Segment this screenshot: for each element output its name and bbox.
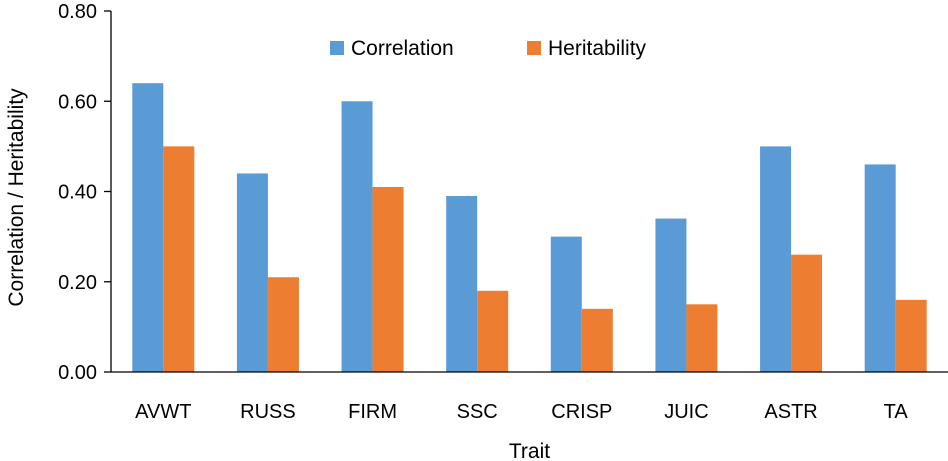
bar-correlation-ssc <box>446 196 478 372</box>
bar-heritability-ssc <box>477 290 509 372</box>
x-tick-label: AVWT <box>135 401 191 423</box>
bar-heritability-russ <box>267 277 299 372</box>
legend-swatch-correlation <box>330 41 344 55</box>
y-tick-label: 0.20 <box>58 272 97 294</box>
x-tick-label: ASTR <box>764 401 817 423</box>
bar-correlation-avwt <box>132 83 164 372</box>
y-tick-label: 0.40 <box>58 182 97 204</box>
bar-heritability-ta <box>895 299 927 372</box>
bar-heritability-astr <box>791 254 823 372</box>
bar-correlation-crisp <box>550 236 582 372</box>
legend-swatch-heritability <box>527 41 541 55</box>
legend-label-heritability: Heritability <box>548 37 647 60</box>
legend-label-correlation: Correlation <box>351 37 454 60</box>
bar-correlation-astr <box>760 146 792 372</box>
y-axis-title: Correlation / Heritability <box>5 88 28 307</box>
x-tick-label: FIRM <box>348 401 397 423</box>
x-axis-title: Trait <box>509 440 550 461</box>
bar-heritability-juic <box>686 304 718 372</box>
bar-heritability-avwt <box>163 146 195 372</box>
x-tick-label: SSC <box>457 401 498 423</box>
y-axis-ticks: 0.00 0.20 0.40 0.60 0.80 <box>58 1 111 384</box>
x-tick-label: JUIC <box>664 401 708 423</box>
legend: Correlation Heritability <box>330 37 647 60</box>
bar-correlation-ta <box>864 164 896 372</box>
x-axis-labels: AVWT RUSS FIRM SSC CRISP JUIC ASTR TA <box>135 401 908 423</box>
y-tick-label: 0.80 <box>58 1 97 23</box>
x-tick-label: TA <box>884 401 909 423</box>
bar-correlation-russ <box>236 173 268 372</box>
y-tick-label: 0.60 <box>58 91 97 113</box>
bar-heritability-crisp <box>581 308 613 372</box>
bars-group <box>132 83 927 372</box>
x-tick-label: RUSS <box>240 401 296 423</box>
y-tick-label: 0.00 <box>58 362 97 384</box>
bar-correlation-juic <box>655 218 687 372</box>
bar-correlation-firm <box>341 101 373 372</box>
x-tick-label: CRISP <box>551 401 612 423</box>
bar-heritability-firm <box>372 186 404 372</box>
